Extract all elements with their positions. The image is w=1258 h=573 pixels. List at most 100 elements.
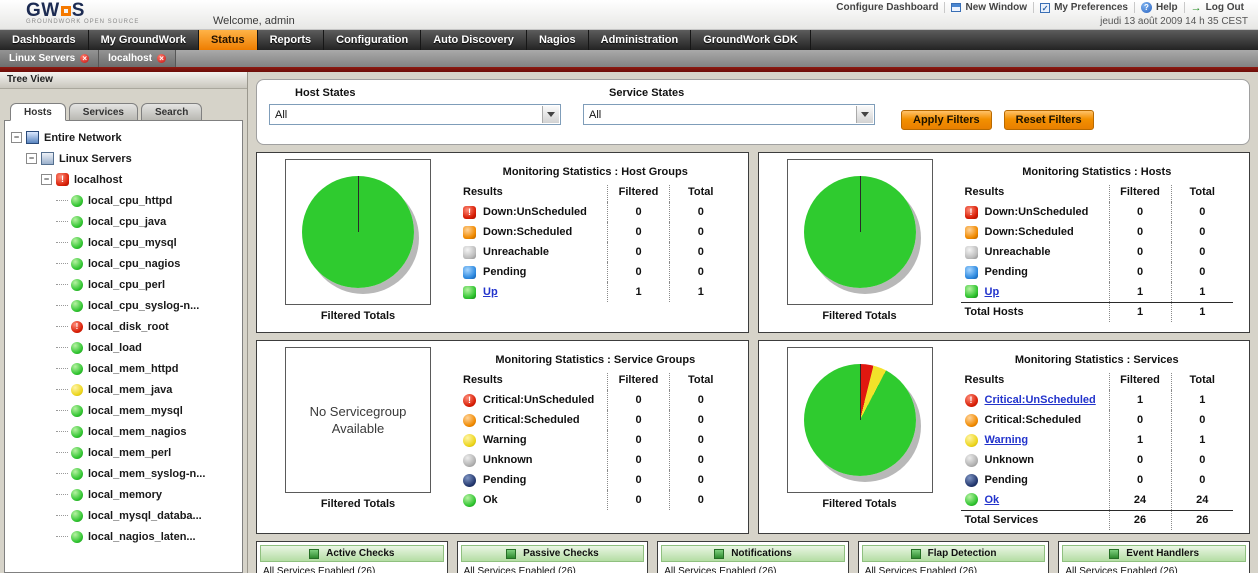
collapse-icon[interactable]: − bbox=[11, 132, 22, 143]
nav-item-nagios[interactable]: Nagios bbox=[527, 30, 589, 50]
tree-node-local-cpu-nagios[interactable]: local_cpu_nagios bbox=[7, 253, 242, 274]
sidebar-tab-services[interactable]: Services bbox=[68, 103, 138, 121]
service-ok-icon bbox=[71, 299, 83, 312]
tree-node-label: localhost bbox=[74, 173, 123, 186]
nav-item-auto-discovery[interactable]: Auto Discovery bbox=[421, 30, 527, 50]
total-count: 0 bbox=[1170, 222, 1233, 242]
statistics-table: Results Filtered Total! Down:UnScheduled 0 0 D… bbox=[960, 185, 1233, 322]
stat-row-critical-scheduled: Critical:Scheduled 0 0 bbox=[961, 410, 1233, 430]
tree-node-local-mem-nagios[interactable]: local_mem_nagios bbox=[7, 421, 242, 442]
nav-item-status[interactable]: Status bbox=[198, 30, 258, 50]
total-count: 0 bbox=[1170, 450, 1233, 470]
tree-node-local-disk-root[interactable]: ! local_disk_root bbox=[7, 316, 242, 337]
header-link-my-preferences[interactable]: ✓ My Preferences bbox=[1033, 2, 1134, 13]
header-link-help[interactable]: ? Help bbox=[1134, 2, 1184, 13]
nav-item-administration[interactable]: Administration bbox=[589, 30, 692, 50]
col-results: Results bbox=[463, 374, 503, 386]
service-ok-icon bbox=[71, 425, 83, 438]
tree-node-label: local_mem_perl bbox=[88, 446, 172, 459]
stats-table-column: Monitoring Statistics : Services Results F… bbox=[955, 347, 1244, 530]
filtered-count: 0 bbox=[607, 470, 670, 490]
tree-node-local-mem-perl[interactable]: local_mem_perl bbox=[7, 442, 242, 463]
total-count: 24 bbox=[1170, 490, 1233, 510]
tree-node-local-mysql-databa[interactable]: local_mysql_databa... bbox=[7, 505, 242, 526]
sidebar-tab-hosts[interactable]: Hosts bbox=[10, 103, 66, 121]
statistics-table: Results Filtered Total! Critical:UnSchedule… bbox=[459, 373, 732, 510]
subtab-localhost[interactable]: localhost × bbox=[99, 50, 177, 67]
tree-node-local-memory[interactable]: local_memory bbox=[7, 484, 242, 505]
flag-panel-header: Event Handlers bbox=[1062, 545, 1246, 562]
stat-row-down-scheduled: Down:Scheduled 0 0 bbox=[459, 222, 732, 242]
stat-link-up[interactable]: Up bbox=[984, 285, 1000, 298]
tree-node-local-nagios-laten[interactable]: local_nagios_laten... bbox=[7, 526, 242, 547]
tree-node-linux-servers[interactable]: − Linux Servers bbox=[7, 148, 242, 169]
tree-node-local-mem-java[interactable]: local_mem_java bbox=[7, 379, 242, 400]
pie-chart-frame bbox=[786, 347, 933, 493]
tree-node-local-cpu-mysql[interactable]: local_cpu_mysql bbox=[7, 232, 242, 253]
sidebar-tab-search[interactable]: Search bbox=[140, 103, 203, 121]
stats-header-row: Results Filtered Total bbox=[961, 185, 1233, 202]
tree-connector bbox=[56, 305, 68, 306]
tree-node-local-load[interactable]: local_load bbox=[7, 337, 242, 358]
col-total: Total bbox=[669, 185, 732, 202]
stat-link-warning[interactable]: Warning bbox=[984, 434, 1029, 446]
critical-scheduled-status-icon bbox=[964, 413, 978, 427]
service-ok-icon bbox=[71, 404, 83, 417]
stat-row-ok: Ok 24 24 bbox=[961, 490, 1233, 510]
total-count: 0 bbox=[669, 242, 732, 262]
stats-table-column: Monitoring Statistics : Service Groups Re… bbox=[453, 347, 742, 527]
flag-panel-header: Notifications bbox=[661, 545, 845, 562]
service-ok-icon bbox=[71, 236, 83, 249]
tree-node-local-cpu-httpd[interactable]: local_cpu_httpd bbox=[7, 190, 242, 211]
no-servicegroup-box: No Servicegroup Available bbox=[285, 347, 431, 493]
nav-item-my-groundwork[interactable]: My GroundWork bbox=[89, 30, 199, 50]
close-tab-icon[interactable]: × bbox=[80, 54, 90, 63]
header-link-label: Configure Dashboard bbox=[836, 2, 939, 13]
tree-node-local-cpu-java[interactable]: local_cpu_java bbox=[7, 211, 242, 232]
collapse-icon[interactable]: − bbox=[26, 153, 37, 164]
collapse-icon[interactable]: − bbox=[41, 174, 52, 185]
reset-filters-button[interactable]: Reset Filters bbox=[1003, 110, 1094, 130]
enabled-green-icon bbox=[714, 548, 725, 559]
down-unscheduled-status-icon: ! bbox=[964, 205, 978, 219]
stat-link-ok[interactable]: Ok bbox=[984, 493, 1000, 506]
tree-node-entire-network[interactable]: − Entire Network bbox=[7, 127, 242, 148]
nav-item-configuration[interactable]: Configuration bbox=[324, 30, 422, 50]
tree-node-local-cpu-syslog-n[interactable]: local_cpu_syslog-n... bbox=[7, 295, 242, 316]
chart-column: Filtered Totals bbox=[765, 159, 955, 326]
tree-node-local-mem-syslog-n[interactable]: local_mem_syslog-n... bbox=[7, 463, 242, 484]
header-link-new-window[interactable]: New Window bbox=[944, 2, 1033, 13]
tree-node-label: Entire Network bbox=[44, 131, 122, 144]
tree-node-localhost[interactable]: −! localhost bbox=[7, 169, 242, 190]
total-count: 1 bbox=[1170, 430, 1233, 450]
header-link-configure-dashboard[interactable]: Configure Dashboard bbox=[830, 2, 944, 13]
panel-title: Monitoring Statistics : Host Groups bbox=[502, 166, 688, 178]
service-states-select[interactable]: All bbox=[583, 104, 875, 125]
stat-link-up[interactable]: Up bbox=[483, 286, 498, 298]
nav-item-reports[interactable]: Reports bbox=[258, 30, 325, 50]
total-count: 0 bbox=[669, 202, 732, 222]
nav-item-groundwork-gdk[interactable]: GroundWork GDK bbox=[691, 30, 811, 50]
tree-node-local-cpu-perl[interactable]: local_cpu_perl bbox=[7, 274, 242, 295]
pie-start-tick bbox=[859, 176, 861, 232]
close-tab-icon[interactable]: × bbox=[157, 54, 167, 63]
apply-filters-button[interactable]: Apply Filters bbox=[901, 110, 992, 130]
col-total: Total bbox=[669, 373, 732, 390]
tree-node-local-mem-mysql[interactable]: local_mem_mysql bbox=[7, 400, 242, 421]
service-ok-icon bbox=[71, 509, 83, 522]
stat-label-unknown: Unknown bbox=[984, 454, 1035, 466]
tree-node-local-mem-httpd[interactable]: local_mem_httpd bbox=[7, 358, 242, 379]
subtab-linux-servers[interactable]: Linux Servers × bbox=[0, 50, 100, 67]
tree-connector bbox=[56, 326, 68, 327]
header-link-log-out[interactable]: → Log Out bbox=[1183, 2, 1250, 13]
host-states-select[interactable]: All bbox=[269, 104, 561, 125]
filtered-count: 0 bbox=[1108, 470, 1171, 490]
filtered-count: 24 bbox=[1108, 490, 1171, 510]
up-status-icon bbox=[964, 285, 978, 299]
flag-panel-title: Active Checks bbox=[326, 548, 395, 559]
top-header: GW S GROUNDWORK OPEN SOURCE Welcome, admi… bbox=[0, 0, 1258, 30]
nav-item-dashboards[interactable]: Dashboards bbox=[0, 30, 89, 50]
stat-link-critical-unscheduled[interactable]: Critical:UnScheduled bbox=[984, 394, 1096, 406]
pie-chart bbox=[803, 176, 916, 288]
